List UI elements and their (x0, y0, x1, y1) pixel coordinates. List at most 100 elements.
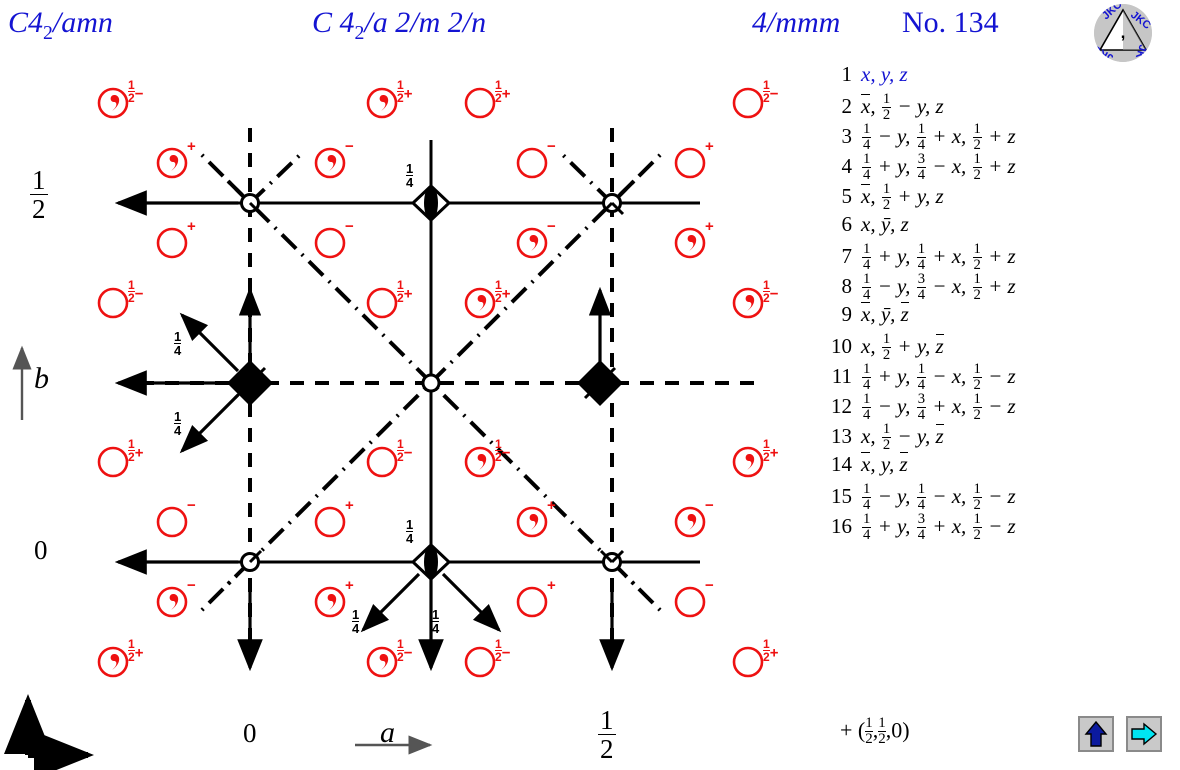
operation-expression: x, ȳ, z (861, 212, 909, 236)
atom-height-label: 1 2 + (763, 437, 779, 464)
tick-label-b-zero: 0 (34, 535, 48, 565)
hm-short-sub: 2 (43, 21, 53, 44)
atom-height-label: − (345, 138, 354, 155)
hm-full-main: C 4 (312, 6, 355, 39)
atom-marker (463, 286, 497, 320)
hm-short-rest: /amn (52, 6, 113, 39)
operation-number: 13 (831, 423, 852, 448)
atom-height-label: + (187, 138, 196, 155)
space-group-number: No. 134 (902, 6, 999, 39)
atom-height-label: − (705, 497, 714, 514)
atom-height-label: 1 2 + (128, 637, 144, 664)
atom-height-label: + (187, 218, 196, 235)
atom-height-label: 1 2 + (128, 437, 144, 464)
operation-number: 16 (831, 513, 852, 538)
atom-height-label: − (187, 497, 196, 514)
atom-marker (463, 86, 497, 120)
atom-height-label: + (705, 138, 714, 155)
operation-expression: x, ȳ, z (861, 302, 909, 326)
atom-marker (515, 226, 549, 260)
atom-marker (313, 146, 347, 180)
atom-height-label: − (187, 577, 196, 594)
axis-label-b: b (34, 362, 49, 395)
operation-number: 9 (841, 302, 853, 326)
hm-symbol-short: C42/amn (8, 8, 113, 44)
atom-height-label: 1 2 + (397, 78, 413, 105)
atom-marker (673, 505, 707, 539)
atom-marker (96, 445, 130, 479)
nav-right-button[interactable] (1126, 716, 1162, 752)
inversion-tetrad-open-diamond-bottom (410, 542, 452, 582)
atom-marker (365, 645, 399, 679)
atom-marker (731, 286, 765, 320)
operation-number: 7 (841, 243, 853, 268)
atom-height-label: 1 2− (495, 637, 511, 664)
operation-number: 6 (841, 212, 853, 236)
hm-full-sub: 2 (354, 21, 365, 44)
hm-full-rest: /a 2/m 2/n (364, 6, 487, 39)
atom-height-label: − (547, 218, 556, 235)
atom-height-label: 1 2− (397, 437, 413, 464)
atom-marker (365, 445, 399, 479)
operation-row: 9 x, ȳ, z (822, 302, 1172, 332)
inversion-tetrad-open-diamond-top (410, 183, 452, 223)
nav-up-button[interactable] (1078, 716, 1114, 752)
atom-marker (313, 585, 347, 619)
diagonal-twofold-screw-arrows (179, 312, 502, 633)
atom-height-label: + (547, 577, 556, 594)
atom-marker (155, 146, 189, 180)
atom-height-label: 1 2 + (763, 637, 779, 664)
operation-number: 15 (831, 483, 852, 508)
operation-number: 12 (831, 393, 852, 418)
atom-height-label: 1 2− (128, 78, 144, 105)
operation-number: 8 (841, 273, 853, 298)
operation-number: 10 (831, 333, 852, 358)
operation-row: 1 x, y, z (822, 62, 1172, 92)
operation-row: 6 x, ȳ, z (822, 212, 1172, 242)
atom-marker (155, 505, 189, 539)
atom-height-label: + (345, 577, 354, 594)
svg-text:,: , (1121, 23, 1126, 42)
atom-height-label: 1 2− (763, 278, 779, 305)
atom-height-label: 1 2− (495, 437, 511, 464)
atom-marker (96, 86, 130, 120)
atom-height-label: − (345, 218, 354, 235)
atom-marker (96, 645, 130, 679)
atom-marker (673, 226, 707, 260)
operation-number: 11 (831, 363, 852, 388)
atom-marker (731, 445, 765, 479)
tick-label-a-zero: 0 (243, 718, 257, 748)
atom-marker (313, 505, 347, 539)
operation-number: 4 (841, 153, 853, 178)
atom-marker (731, 645, 765, 679)
corner-twofold-axis-symbols (240, 193, 625, 572)
operation-number: 5 (841, 183, 853, 208)
atom-marker (463, 445, 497, 479)
atom-marker (365, 86, 399, 120)
atom-height-label: 1 2 + (495, 78, 511, 105)
origin-axes-corner (3, 694, 94, 770)
operation-row: 14 x, y, z (822, 452, 1172, 482)
atom-marker (96, 286, 130, 320)
